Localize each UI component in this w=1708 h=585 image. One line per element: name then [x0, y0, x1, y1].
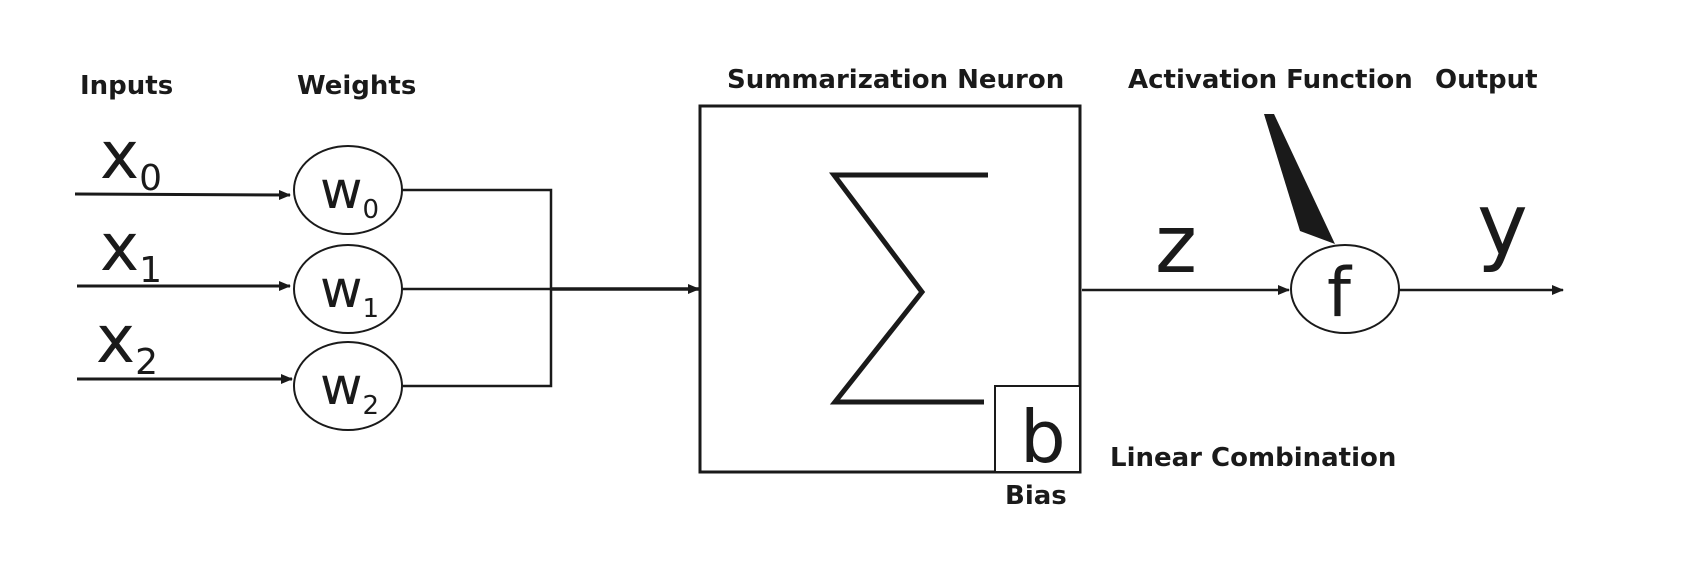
activation-function-label: Activation Function	[1128, 65, 1413, 95]
linear-combination-label: Linear Combination	[1110, 443, 1396, 473]
input-x2: x2	[96, 301, 158, 383]
bias-label: Bias	[1005, 481, 1067, 511]
input-arrow-0	[74, 189, 291, 200]
input-x1: x1	[100, 209, 162, 291]
sigma-icon	[828, 172, 988, 405]
svg-text:w1: w1	[320, 260, 379, 324]
activation-symbol: f	[1327, 254, 1353, 333]
output-symbol: y	[1477, 175, 1528, 275]
weight-node-w2: w2	[293, 341, 403, 431]
bias-symbol: b	[1020, 395, 1066, 479]
activation-pointer-icon	[1264, 114, 1335, 244]
weights-label: Weights	[297, 71, 416, 101]
weight-node-w0: w0	[293, 145, 403, 235]
inputs-label: Inputs	[80, 71, 173, 101]
input-x0: x0	[100, 117, 162, 199]
svg-text:w0: w0	[320, 161, 379, 225]
svg-text:w2: w2	[320, 357, 379, 421]
z-symbol: z	[1155, 198, 1197, 291]
output-label: Output	[1435, 65, 1538, 95]
weight-node-w1: w1	[293, 244, 403, 334]
bias-box	[994, 385, 1081, 473]
activation-node: f	[1290, 244, 1400, 334]
summarization-neuron-label: Summarization Neuron	[727, 65, 1064, 95]
